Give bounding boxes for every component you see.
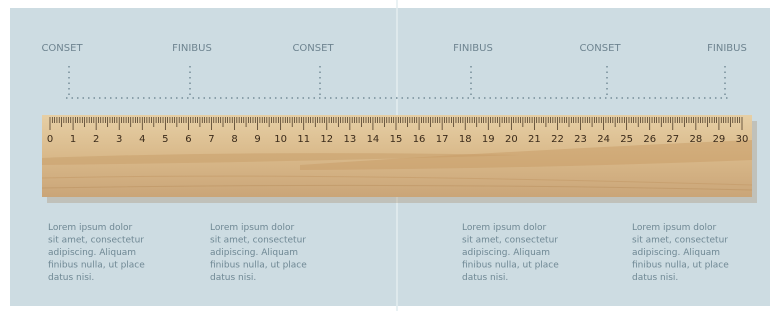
body-text: finibus nulla, ut place [632,261,729,271]
body-text: finibus nulla, ut place [210,261,307,271]
ruler-number: 18 [459,134,472,145]
ruler-number: 8 [231,134,237,145]
body-text: finibus nulla, ut place [462,261,559,271]
body-text: datus nisi. [462,273,508,283]
ruler-number: 1 [70,134,76,145]
ruler-number: 11 [297,134,310,145]
ruler-number: 27 [666,134,679,145]
body-text: sit amet, consectetur [462,236,558,246]
ruler-number: 29 [713,134,726,145]
body-text: datus nisi. [632,273,678,283]
body-text: adipiscing. Aliquam [632,248,720,258]
ruler-number: 16 [413,134,426,145]
section-label: CONSET [41,43,83,54]
ruler-number: 10 [274,134,287,145]
ruler-number: 28 [689,134,702,145]
ruler-number: 7 [208,134,214,145]
body-text: datus nisi. [210,273,256,283]
infographic: 0123456789101112131415161718192021222324… [0,0,780,311]
body-text: sit amet, consectetur [48,236,144,246]
body-text: adipiscing. Aliquam [48,248,136,258]
ruler-number: 13 [343,134,356,145]
ruler-number: 14 [367,134,380,145]
ruler-number: 21 [528,134,541,145]
body-text: datus nisi. [48,273,94,283]
ruler-number: 26 [643,134,656,145]
ruler-number: 23 [574,134,587,145]
section-label: CONSET [292,43,334,54]
body-text: finibus nulla, ut place [48,261,145,271]
ruler-number: 0 [47,134,53,145]
ruler-number: 15 [390,134,403,145]
section-label: FINIBUS [707,43,747,54]
ruler-number: 9 [254,134,260,145]
body-text: Lorem ipsum dolor [632,223,716,233]
body-text: Lorem ipsum dolor [462,223,546,233]
body-text: adipiscing. Aliquam [462,248,550,258]
ruler-number: 5 [162,134,168,145]
ruler-number: 3 [116,134,122,145]
body-text: sit amet, consectetur [210,236,306,246]
ruler-number: 4 [139,134,145,145]
ruler-number: 22 [551,134,564,145]
section-label: FINIBUS [453,43,493,54]
ruler-number: 20 [505,134,518,145]
section-label: FINIBUS [172,43,212,54]
body-text: sit amet, consectetur [632,236,728,246]
body-text: Lorem ipsum dolor [210,223,294,233]
ruler-number: 25 [620,134,633,145]
section-label: CONSET [579,43,621,54]
body-text: adipiscing. Aliquam [210,248,298,258]
ruler-number: 17 [436,134,449,145]
ruler-number: 12 [320,134,333,145]
body-text: Lorem ipsum dolor [48,223,132,233]
ruler-number: 24 [597,134,610,145]
ruler-number: 19 [482,134,495,145]
ruler-number: 2 [93,134,99,145]
ruler-number: 6 [185,134,191,145]
ruler-number: 30 [736,134,749,145]
